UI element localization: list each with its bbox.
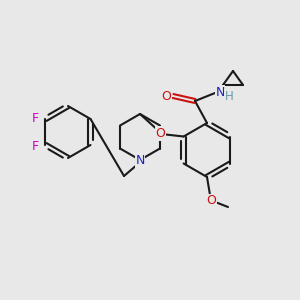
Text: O: O bbox=[161, 89, 171, 103]
Text: N: N bbox=[215, 85, 225, 98]
Text: H: H bbox=[225, 89, 233, 103]
Text: N: N bbox=[135, 154, 145, 167]
Text: F: F bbox=[32, 140, 39, 152]
Text: O: O bbox=[206, 194, 216, 208]
Text: O: O bbox=[156, 127, 166, 140]
Text: F: F bbox=[32, 112, 39, 124]
